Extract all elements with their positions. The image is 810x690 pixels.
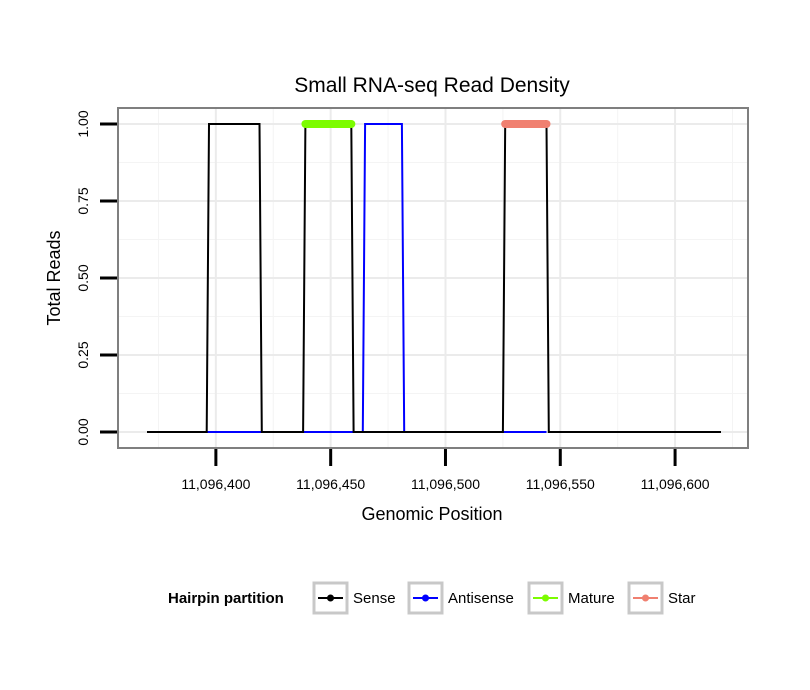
y-tick-label: 0.25	[75, 341, 91, 368]
x-axis: 11,096,400 11,096,450 11,096,500 11,096,550…	[181, 449, 710, 492]
legend-label-sense: Sense	[353, 590, 396, 607]
y-tick-label: 1.00	[75, 110, 91, 137]
legend-key-point-sense	[327, 594, 334, 602]
legend-key-point-antisense	[422, 594, 429, 602]
series-lines	[147, 120, 721, 433]
legend-key-point-mature	[542, 594, 549, 602]
y-axis: 0.00 0.25 0.50 0.75 1.00	[75, 110, 117, 446]
x-tick-label: 11,096,500	[411, 476, 480, 492]
y-axis-label: Total Reads	[44, 230, 64, 325]
x-tick-label: 11,096,400	[181, 476, 250, 492]
legend-label-antisense: Antisense	[448, 590, 514, 607]
legend: Hairpin partition Sense Antisense Mature Sta…	[168, 581, 696, 615]
x-tick-label: 11,096,600	[641, 476, 710, 492]
grid-lines	[118, 108, 748, 448]
chart-title: Small RNA-seq Read Density	[294, 74, 570, 97]
legend-key-point-star	[642, 594, 649, 602]
x-tick-label: 11,096,450	[296, 476, 365, 492]
legend-label-star: Star	[668, 590, 696, 607]
x-tick-label: 11,096,550	[526, 476, 595, 492]
y-tick-label: 0.50	[75, 264, 91, 291]
x-axis-label: Genomic Position	[361, 504, 502, 524]
y-tick-label: 0.00	[75, 418, 91, 445]
legend-title: Hairpin partition	[168, 590, 284, 607]
y-tick-label: 0.75	[75, 187, 91, 214]
legend-label-mature: Mature	[568, 590, 615, 607]
plot-panel-border	[117, 107, 749, 449]
